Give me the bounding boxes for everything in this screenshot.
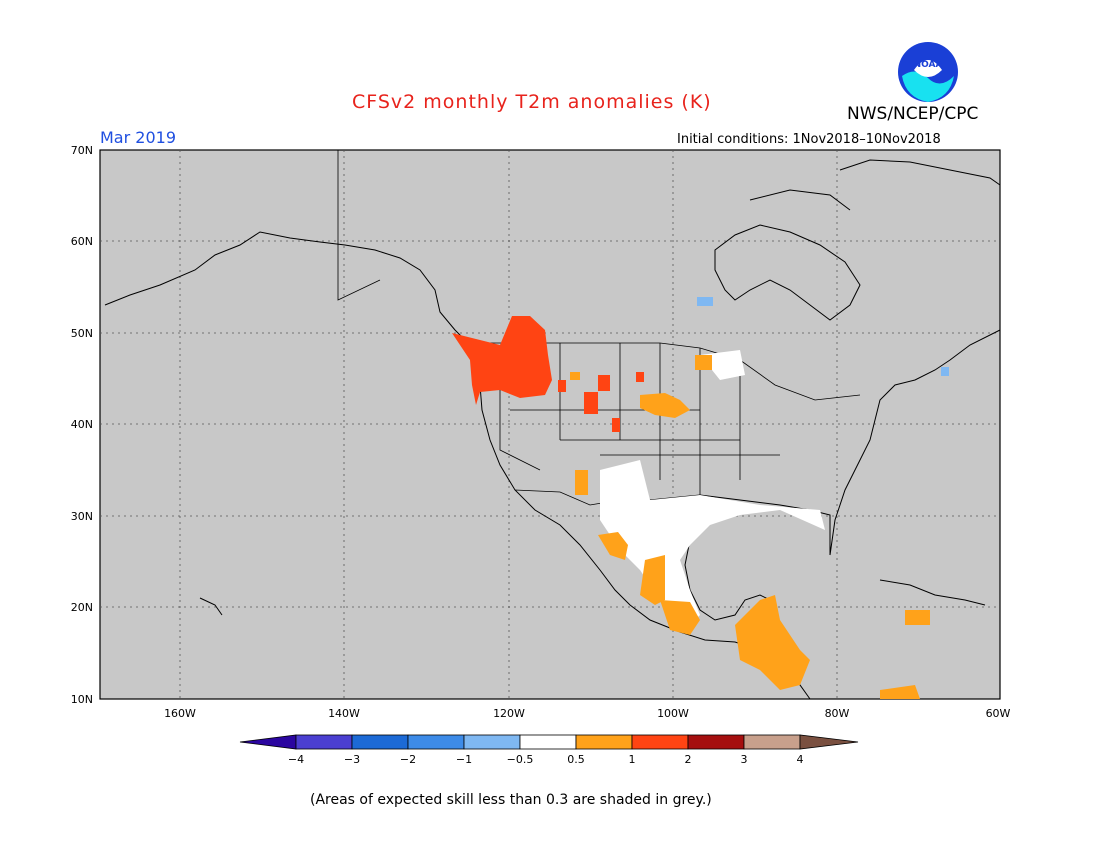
mild-warm-great-plains xyxy=(640,393,690,418)
mild-warm-south-mexico xyxy=(660,600,700,635)
colorbar-label: 1 xyxy=(629,753,636,766)
warm-anomaly-cell xyxy=(584,392,598,414)
lon-label: 140W xyxy=(328,707,360,720)
mild-warm-south-america xyxy=(880,685,920,699)
colorbar-swatch xyxy=(295,734,353,750)
lat-label: 30N xyxy=(71,510,93,523)
agency-label: NWS/NCEP/CPC xyxy=(847,104,979,124)
anomaly-shading xyxy=(452,297,949,699)
lat-label: 10N xyxy=(71,693,93,706)
colorbar-swatch xyxy=(687,734,745,750)
lon-label: 160W xyxy=(164,707,196,720)
colorbar-high-arrow xyxy=(799,734,859,750)
mild-warm-cell xyxy=(695,355,712,370)
warm-anomaly-pacific-northwest xyxy=(452,316,552,405)
colorbar-label: 3 xyxy=(741,753,748,766)
lat-label: 50N xyxy=(71,327,93,340)
colorbar-swatch xyxy=(351,734,409,750)
colorbar-swatch xyxy=(631,734,689,750)
mild-warm-mexico xyxy=(640,555,665,605)
warm-anomaly-cell xyxy=(636,372,644,382)
mild-warm-southwest xyxy=(575,470,588,495)
colorbar-low-arrow xyxy=(239,734,297,750)
skill-note: (Areas of expected skill less than 0.3 a… xyxy=(310,792,712,808)
warm-anomaly-cell xyxy=(612,418,620,432)
mild-warm-northwest-mexico xyxy=(598,532,628,560)
warm-anomaly-cell xyxy=(558,380,566,392)
mild-warm-caribbean xyxy=(905,610,930,625)
lon-label: 100W xyxy=(657,707,689,720)
colorbar-swatch xyxy=(519,734,577,750)
colorbar-swatch xyxy=(407,734,465,750)
warm-anomaly-cell xyxy=(598,375,610,391)
mild-warm-central-america xyxy=(735,595,810,690)
latitude-labels: 70N 60N 50N 40N 30N 20N 10N xyxy=(71,144,93,706)
colorbar-label: 2 xyxy=(685,753,692,766)
colorbar-label: 4 xyxy=(797,753,804,766)
colorbar: −4 −3 −2 −1 −0.5 0.5 1 2 3 4 xyxy=(239,734,859,766)
mild-warm-cell xyxy=(570,372,580,380)
cool-anomaly-hudson xyxy=(697,297,713,306)
noaa-logo-wave xyxy=(902,71,954,102)
colorbar-label: −3 xyxy=(344,753,360,766)
lat-label: 60N xyxy=(71,235,93,248)
graticule xyxy=(100,150,1000,699)
initial-conditions: Initial conditions: 1Nov2018–10Nov2018 xyxy=(677,132,941,147)
noaa-logo-bird xyxy=(914,60,942,77)
lat-label: 20N xyxy=(71,601,93,614)
longitude-labels: 160W 140W 120W 100W 80W 60W xyxy=(164,707,1010,720)
colorbar-label: 0.5 xyxy=(567,753,585,766)
lon-label: 60W xyxy=(986,707,1011,720)
colorbar-label: −4 xyxy=(288,753,304,766)
colorbar-label: −0.5 xyxy=(507,753,534,766)
cool-anomaly-maritimes xyxy=(941,367,949,376)
colorbar-label: −2 xyxy=(400,753,416,766)
map-frame xyxy=(99,149,1001,700)
colorbar-swatch xyxy=(463,734,521,750)
colorbar-swatch xyxy=(575,734,633,750)
lon-label: 120W xyxy=(493,707,525,720)
lat-label: 40N xyxy=(71,418,93,431)
colorbar-label: −1 xyxy=(456,753,472,766)
lon-label: 80W xyxy=(825,707,850,720)
noaa-logo-text: NOAA xyxy=(914,60,943,70)
lat-label: 70N xyxy=(71,144,93,157)
map-title: CFSv2 monthly T2m anomalies (K) xyxy=(352,91,712,113)
colorbar-swatch xyxy=(743,734,801,750)
forecast-month: Mar 2019 xyxy=(100,128,176,147)
noaa-logo: NOAA xyxy=(898,42,958,102)
